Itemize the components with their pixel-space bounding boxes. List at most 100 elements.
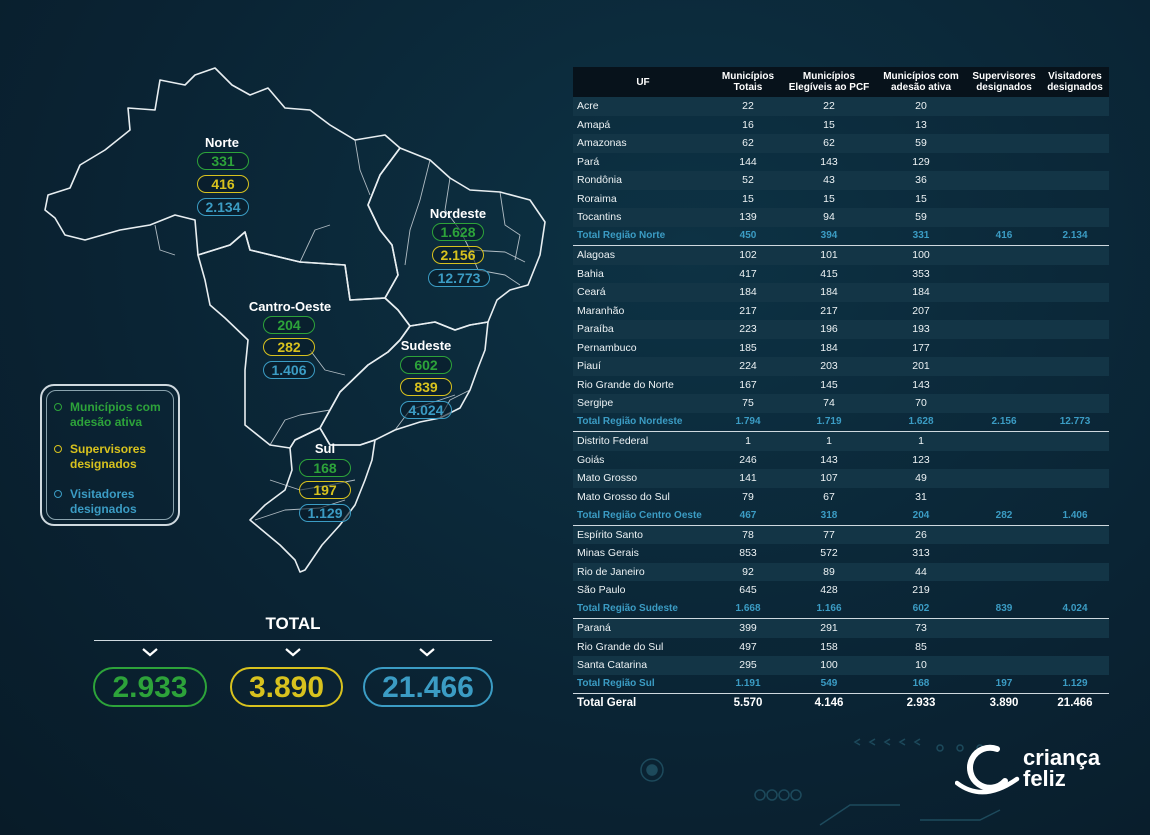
brazil-map-outline: [44, 67, 546, 573]
table-cell-uf: São Paulo: [577, 584, 626, 597]
table-cell-uf: Santa Catarina: [573, 656, 713, 675]
table-cell: 1: [713, 431, 783, 451]
table-cell: 31: [915, 490, 927, 503]
nordeste-visitadores-pill: 12.773: [428, 269, 490, 287]
table-cell: 318: [783, 506, 875, 526]
table-cell: 1.719: [783, 412, 875, 432]
table-row: Rio de Janeiro 92 89 44: [573, 562, 1109, 581]
header-municipios-totais: Municípios Totais: [713, 67, 783, 97]
table-cell-uf: Goiás: [577, 453, 605, 466]
table-cell: [1041, 245, 1109, 265]
table-cell: 184: [875, 283, 967, 302]
table-cell: 12.773: [1041, 412, 1109, 432]
legend-inner-border: [46, 390, 174, 520]
table-row: Mato Grosso do Sul 79 67 31: [573, 488, 1109, 507]
table-cell: 223: [713, 320, 783, 339]
logo-line-1: criança: [1023, 745, 1101, 770]
table-cell: 158: [820, 640, 838, 653]
table-row-region-total: Total Região Centro Oeste 467 318 204 282 1.4…: [573, 506, 1109, 526]
table-cell: 75: [713, 394, 783, 413]
table-cell: 74: [783, 394, 875, 413]
table-body: Acre 22 22 20 Amapá 16 15 13 Amazonas 62 62 59 Pará 1…: [573, 97, 1109, 713]
table-cell: [1041, 618, 1109, 638]
table-row: Bahia 417 415 353: [573, 265, 1109, 284]
table-cell: 196: [783, 320, 875, 339]
table-cell: 85: [915, 640, 927, 653]
table-cell-uf: Roraima: [577, 192, 617, 205]
sul-supervisores-pill: 197: [299, 481, 351, 499]
table-row-region-total: Total Região Sudeste 1.668 1.166 602 839 4.02…: [573, 599, 1109, 619]
table-cell: 184: [713, 283, 783, 302]
table-cell: 204: [875, 506, 967, 526]
table-cell: 201: [875, 357, 967, 376]
table-cell: [967, 357, 1041, 376]
table-cell: 1.668: [713, 599, 783, 619]
table-row: Goiás 246 143 123: [573, 451, 1109, 470]
table-cell: [1041, 171, 1109, 190]
table-cell: [967, 97, 1041, 116]
table-row-region-total: Total Região Nordeste 1.794 1.719 1.628 2.15…: [573, 412, 1109, 432]
table-cell: [967, 320, 1041, 339]
region-sudeste-shape: [319, 321, 489, 446]
header-visitadores: Visitadores designados: [1041, 67, 1109, 97]
table-cell: 78: [713, 525, 783, 544]
table-cell: 839: [967, 599, 1041, 619]
table-row: Santa Catarina 295 100 10: [573, 656, 1109, 675]
norte-visitadores-pill: 2.134: [197, 198, 249, 216]
norte-supervisores-pill: 416: [197, 175, 249, 193]
table-cell-uf: Paraná: [573, 618, 713, 638]
table-cell: [1041, 394, 1109, 413]
table-cell-uf: Espírito Santo: [573, 525, 713, 544]
table-cell: [967, 302, 1041, 321]
table-cell: [1041, 562, 1109, 581]
table-cell: 203: [783, 357, 875, 376]
total-supervisores-pill: 3.890: [230, 667, 343, 707]
table-cell: 62: [713, 134, 783, 153]
table-cell: 428: [820, 584, 838, 597]
table-row: Alagoas 102 101 100: [573, 245, 1109, 265]
table-row-grand-total: Total Geral 5.570 4.146 2.933 3.890 21.466: [573, 693, 1109, 713]
table-cell: 185: [739, 341, 757, 354]
table-cell: 44: [875, 562, 967, 581]
table-cell: 62: [783, 134, 875, 153]
table-row: Amapá 16 15 13: [573, 116, 1109, 135]
table-cell-uf: Paraíba: [573, 320, 713, 339]
table-cell: 217: [820, 304, 838, 317]
table-cell: 73: [875, 618, 967, 638]
table-cell: 450: [713, 226, 783, 246]
table-row: Acre 22 22 20: [573, 97, 1109, 116]
table-cell: [967, 451, 1041, 470]
table-cell: [967, 488, 1041, 507]
table-cell: 59: [875, 134, 967, 153]
table-cell: 207: [912, 304, 930, 317]
total-title: TOTAL: [265, 614, 321, 633]
sudeste-municipios-pill: 602: [400, 356, 452, 374]
table-cell: [967, 618, 1041, 638]
centro-oeste-visitadores-pill: 1.406: [263, 361, 315, 379]
header-uf: UF: [573, 67, 713, 97]
brazil-map: Norte 331 416 2.134 Nordeste 1.628 2.156…: [0, 0, 560, 600]
table-cell: 282: [967, 506, 1041, 526]
table-row: Amazonas 62 62 59: [573, 134, 1109, 153]
total-municipios-pill: 2.933: [93, 667, 207, 707]
table-row: Rio Grande do Sul 497 158 85: [573, 638, 1109, 657]
table-cell: 2.933: [875, 693, 967, 713]
legend-item-supervisores: Supervisores designados: [54, 442, 180, 472]
table-cell-uf: Ceará: [573, 283, 713, 302]
table-cell: 645: [739, 584, 757, 597]
table-cell: [967, 638, 1041, 657]
table-cell: 219: [912, 584, 930, 597]
table-cell: 168: [875, 674, 967, 694]
table-cell-uf: Pará: [577, 155, 600, 168]
table-cell: 1.628: [875, 412, 967, 432]
table-cell: 145: [820, 378, 838, 391]
table-cell: 602: [875, 599, 967, 619]
table-cell: 107: [783, 469, 875, 488]
sul-municipios-pill: 168: [299, 459, 351, 477]
table-cell: 141: [713, 469, 783, 488]
table-cell: [967, 376, 1041, 395]
table-cell: 853: [739, 547, 757, 560]
table-cell: 1.166: [783, 599, 875, 619]
table-cell: 144: [739, 155, 757, 168]
header-municipios-adesao: Municípios com adesão ativa: [875, 67, 967, 97]
